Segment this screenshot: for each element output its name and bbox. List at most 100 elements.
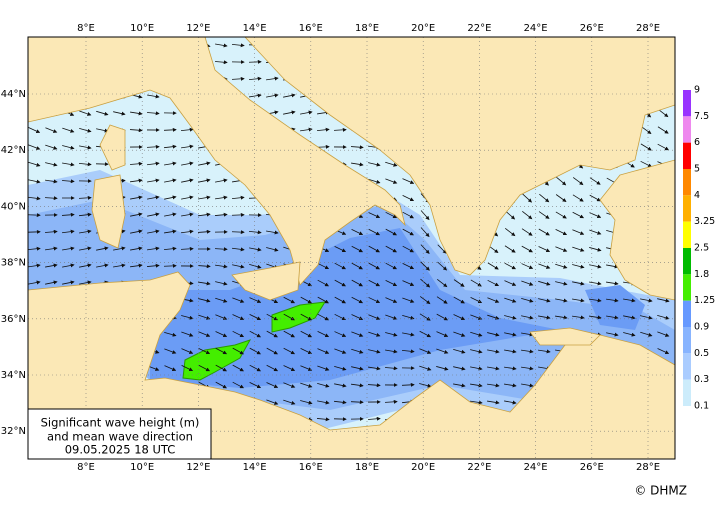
arrow [62,145,75,150]
colorbar-band [683,90,691,117]
lat-label: 40°N [1,201,26,212]
arrow [28,161,41,167]
arrow [62,263,75,268]
arrow [572,177,584,186]
arrow [657,109,669,118]
arrow [606,298,619,303]
arrow [487,279,500,287]
arrow [164,195,177,200]
arrow [402,211,415,219]
arrow [130,178,143,183]
arrow [232,330,245,338]
arrow [589,298,602,303]
arrow [657,314,670,320]
lon-label-top: 20°E [411,23,435,34]
arrow [147,212,160,217]
arrow [283,382,296,388]
arrow [555,228,568,236]
arrow [368,331,381,337]
arrow [538,263,551,269]
lon-label-bottom: 26°E [580,462,604,473]
arrow [249,381,262,389]
arrow [657,143,670,151]
arrow [316,144,330,149]
arrow [45,162,58,167]
arrow [334,365,347,371]
arrow [249,313,262,321]
lon-label-bottom: 12°E [186,462,210,473]
arrow [640,298,653,303]
arrow [180,229,194,234]
arrow [384,366,398,371]
arrow [522,210,533,220]
arrow [351,366,364,371]
arrow [232,264,245,269]
caption-box [27,408,212,460]
arrow [555,194,567,202]
lon-label-bottom: 8°E [77,462,95,473]
arrow [589,315,602,320]
arrow [180,246,194,251]
arrow [572,246,585,252]
arrow [589,229,602,235]
arrow [453,383,466,388]
arrow [606,281,619,286]
arrow [232,364,244,372]
arrow [368,228,381,236]
arrow [28,263,41,268]
arrow [419,296,431,305]
colorbar-band [683,300,691,327]
arrow [266,382,279,388]
colorbar-label: 9 [694,85,700,96]
arrow [147,229,160,234]
lon-label-top: 24°E [524,23,548,34]
arrow [266,230,279,235]
colorbar-label: 2.5 [694,243,709,254]
arrow [402,194,415,202]
arrow [146,161,160,166]
arrow [572,194,584,202]
arrow [572,211,585,219]
colorbar-band [683,248,691,275]
caption-line: and mean wave direction [47,430,193,444]
lon-label-bottom: 10°E [130,462,154,473]
arrow [487,314,500,320]
arrow [214,247,228,252]
arrow [248,76,262,81]
arrow [385,245,397,253]
arrow [623,298,636,303]
wave-zone-green [182,339,252,381]
arrow [437,244,447,254]
arrow [283,365,296,371]
arrow [317,365,330,371]
arrow [164,229,177,234]
land-crete [529,327,601,346]
arrow [555,246,568,252]
arrow [215,314,228,320]
arrow [351,229,364,236]
arrow [350,400,364,405]
arrow [657,331,670,337]
arrow [385,262,398,270]
colorbar-label: 1.8 [694,269,709,280]
arrow [113,246,126,251]
arrow [232,297,245,303]
arrow [147,178,160,183]
colorbar-label: 3.25 [694,216,715,227]
arrow [437,279,448,288]
arrow [28,246,41,251]
arrow [368,314,381,320]
arrow [130,212,143,217]
arrow [436,366,449,371]
arrow [232,381,245,389]
arrow [198,314,211,320]
arrow [215,347,228,355]
arrow [419,383,432,388]
arrow [215,281,228,286]
arrow [504,366,517,371]
arrow [147,94,160,99]
lon-label-top: 22°E [467,23,491,34]
arrow [198,331,211,337]
arrow [606,315,619,320]
arrow [129,128,143,133]
